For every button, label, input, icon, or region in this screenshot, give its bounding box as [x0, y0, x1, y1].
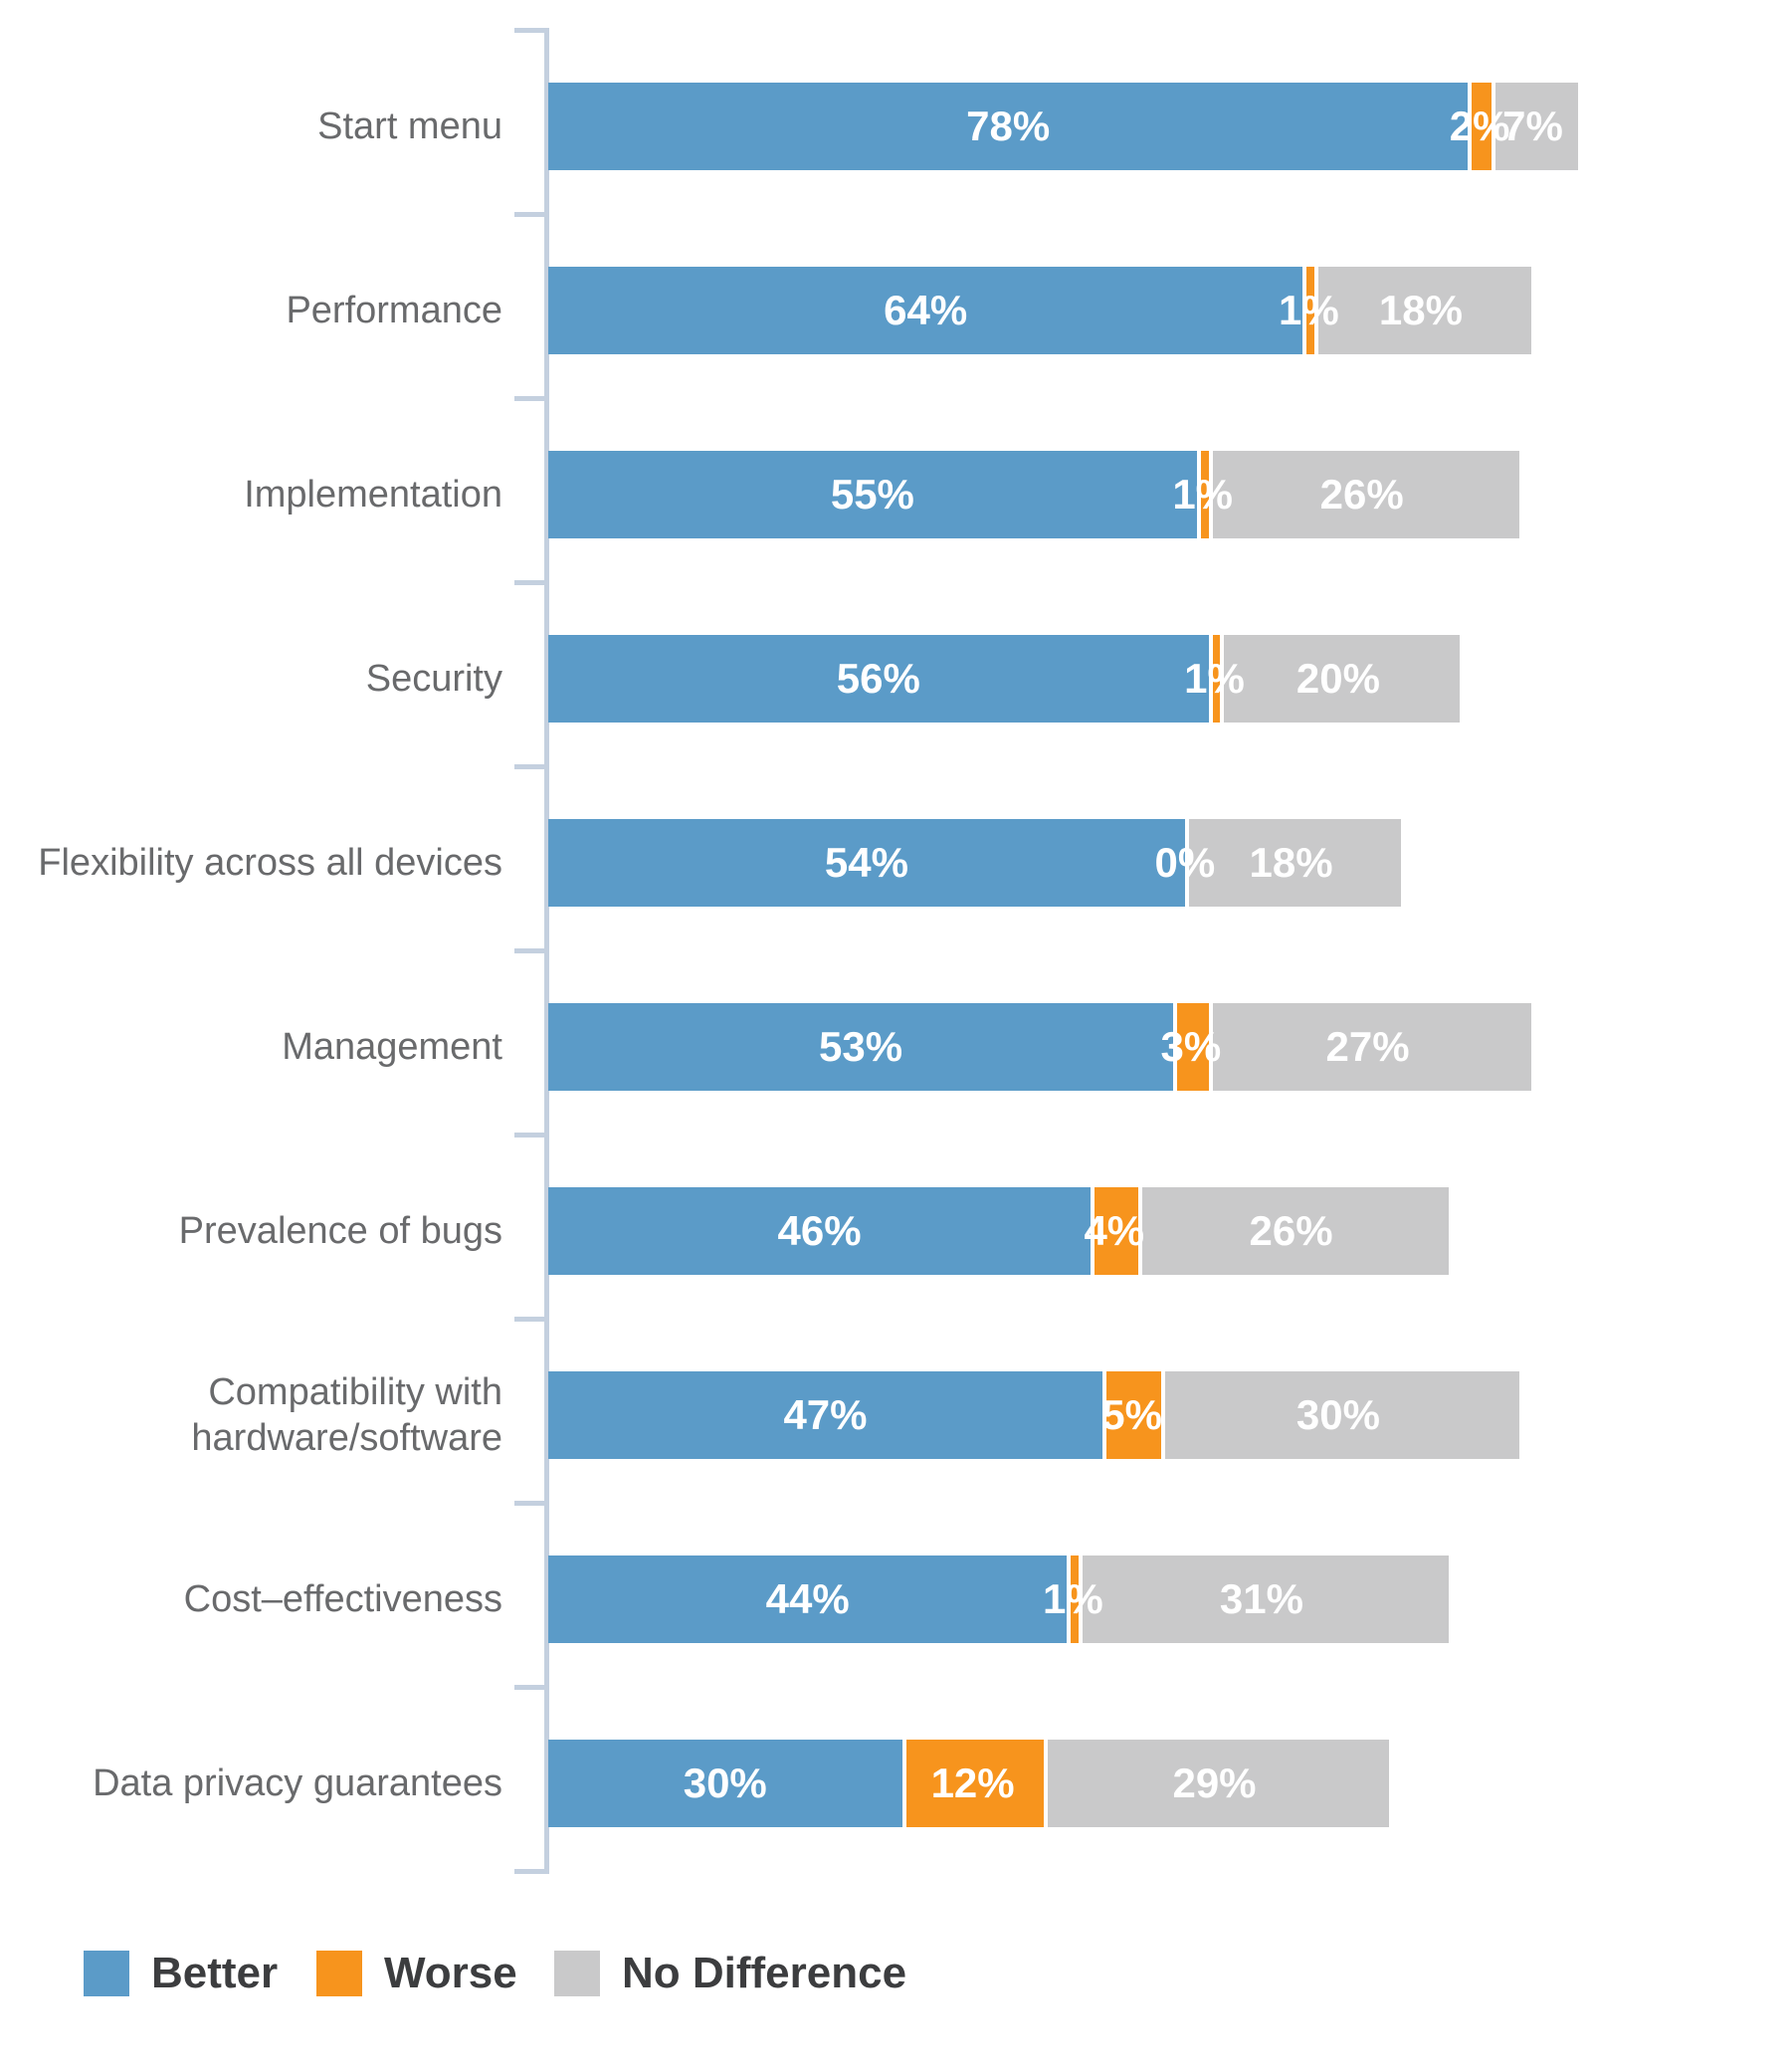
value-label-worse: 4%: [1084, 1207, 1145, 1254]
axis-tick: [514, 764, 548, 769]
legend-swatch: [316, 1951, 362, 1996]
category-label: Security: [365, 657, 502, 700]
value-label-better: 30%: [683, 1760, 767, 1806]
value-label-better: 44%: [765, 1575, 850, 1622]
bar-segment-no-difference: [1220, 635, 1461, 723]
legend-label: No Difference: [622, 1949, 907, 1997]
value-label-no-difference: 30%: [1295, 1391, 1380, 1438]
legend-label: Worse: [384, 1949, 517, 1997]
bar-segment-better: [548, 1371, 1102, 1459]
value-label-no-difference: 18%: [1378, 287, 1463, 333]
bar-segment-better: [548, 83, 1469, 170]
axis-tick: [514, 1317, 548, 1322]
value-label-no-difference: 29%: [1172, 1760, 1257, 1806]
category-label: Cost–effectiveness: [183, 1577, 502, 1620]
value-label-worse: 0%: [1154, 839, 1216, 886]
axis-tick: [514, 212, 548, 217]
value-label-worse: 12%: [930, 1760, 1015, 1806]
bar-segment-better: [548, 267, 1303, 354]
bar-segment-better: [548, 1187, 1092, 1275]
bar-segment-no-difference: [1184, 819, 1402, 907]
axis-tick: [514, 948, 548, 953]
value-label-worse: 1%: [1172, 471, 1234, 518]
axis-tick: [514, 28, 548, 33]
legend-label: Better: [151, 1949, 279, 1997]
value-label-no-difference: 7%: [1502, 103, 1563, 149]
value-label-better: 55%: [830, 471, 914, 518]
category-label: Compatibility with hardware/software: [191, 1370, 502, 1459]
axis-tick: [514, 1685, 548, 1690]
value-label-no-difference: 31%: [1219, 1575, 1303, 1622]
value-label-worse: 1%: [1278, 287, 1339, 333]
bar-segment-no-difference: [1043, 1740, 1390, 1827]
legend-item-no-difference: No Difference: [554, 1949, 906, 1998]
value-label-worse: 1%: [1042, 1575, 1103, 1622]
category-label: Start menu: [317, 104, 502, 147]
bar-segment-better: [548, 1003, 1174, 1091]
bar-segment-better: [548, 1555, 1068, 1643]
bar-segment-worse: [1101, 1371, 1166, 1459]
axis-tick: [514, 1869, 548, 1874]
bar-segment-no-difference: [1208, 1003, 1531, 1091]
bar-segment-better: [548, 635, 1209, 723]
bar-segment-no-difference: [1161, 1371, 1519, 1459]
bar-segment-no-difference: [1492, 83, 1578, 170]
value-label-no-difference: 26%: [1319, 471, 1404, 518]
value-label-no-difference: 26%: [1249, 1207, 1333, 1254]
value-label-no-difference: 20%: [1295, 655, 1380, 702]
category-label: Prevalence of bugs: [178, 1209, 502, 1252]
category-label: Flexibility across all devices: [38, 841, 502, 884]
category-label: Performance: [286, 289, 502, 331]
value-label-better: 78%: [966, 103, 1051, 149]
category-label: Data privacy guarantees: [93, 1761, 502, 1804]
value-label-worse: 1%: [1184, 655, 1245, 702]
value-label-no-difference: 27%: [1325, 1023, 1410, 1070]
category-label: Implementation: [244, 473, 502, 516]
bar-segment-better: [548, 1740, 902, 1827]
bar-segment-no-difference: [1208, 451, 1519, 538]
bar-segment-worse: [1468, 83, 1495, 170]
bar-segment-better: [548, 819, 1185, 907]
axis-tick: [514, 580, 548, 585]
legend-item-better: Better: [84, 1949, 278, 1998]
value-label-no-difference: 18%: [1249, 839, 1333, 886]
value-label-better: 56%: [836, 655, 920, 702]
bar-segment-worse: [1091, 1187, 1142, 1275]
legend-swatch: [84, 1951, 129, 1996]
legend-item-worse: Worse: [316, 1949, 517, 1998]
axis-tick: [514, 1501, 548, 1506]
value-label-worse: 2%: [1449, 103, 1510, 149]
value-label-worse: 5%: [1101, 1391, 1162, 1438]
bar-segment-worse: [901, 1740, 1048, 1827]
axis-tick: [514, 1133, 548, 1138]
value-label-worse: 3%: [1160, 1023, 1222, 1070]
bar-segment-no-difference: [1314, 267, 1531, 354]
value-label-better: 64%: [884, 287, 968, 333]
legend-swatch: [554, 1951, 600, 1996]
category-label: Management: [282, 1025, 502, 1068]
bar-segment-no-difference: [1137, 1187, 1449, 1275]
bar-segment-no-difference: [1079, 1555, 1449, 1643]
bar-segment-better: [548, 451, 1197, 538]
value-label-better: 54%: [824, 839, 908, 886]
axis-tick: [514, 396, 548, 401]
value-label-better: 53%: [818, 1023, 903, 1070]
value-label-better: 46%: [777, 1207, 862, 1254]
bar-segment-worse: [1173, 1003, 1213, 1091]
value-label-better: 47%: [783, 1391, 868, 1438]
